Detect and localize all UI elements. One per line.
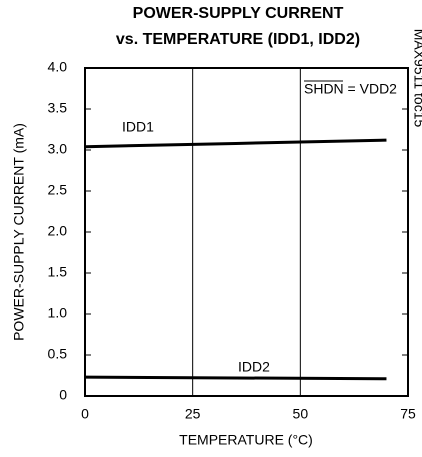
annotation: SHDN = VDD2	[304, 81, 397, 97]
x-tick-label: 0	[81, 406, 89, 422]
y-tick-label: 1.5	[48, 264, 68, 280]
y-tick-label: 2.5	[48, 182, 68, 198]
annotation: MAX9511 toc15	[411, 29, 422, 128]
x-tick-label: 25	[185, 406, 201, 422]
chart-subtitle: vs. TEMPERATURE (IDD1, IDD2)	[116, 31, 360, 48]
plot-frame	[84, 67, 409, 397]
annotation: IDD1	[122, 119, 154, 135]
data-line	[84, 375, 387, 381]
y-axis-label: POWER-SUPPLY CURRENT (mA)	[11, 123, 27, 341]
x-axis-label: TEMPERATURE (°C)	[179, 432, 313, 448]
y-tick-label: 3.5	[48, 100, 68, 116]
y-tick-label: 4.0	[48, 59, 68, 75]
annotation: IDD2	[238, 359, 270, 375]
data-line	[84, 138, 387, 149]
y-tick-label: 0	[59, 387, 67, 403]
chart-title: POWER-SUPPLY CURRENT	[133, 5, 344, 22]
y-tick-label: 3.0	[48, 141, 68, 157]
y-tick-label: 2.0	[48, 223, 68, 239]
y-tick-label: 0.5	[48, 346, 68, 362]
x-tick-label: 50	[293, 406, 309, 422]
y-tick-label: 1.0	[48, 305, 68, 321]
x-tick-label: 75	[400, 406, 416, 422]
